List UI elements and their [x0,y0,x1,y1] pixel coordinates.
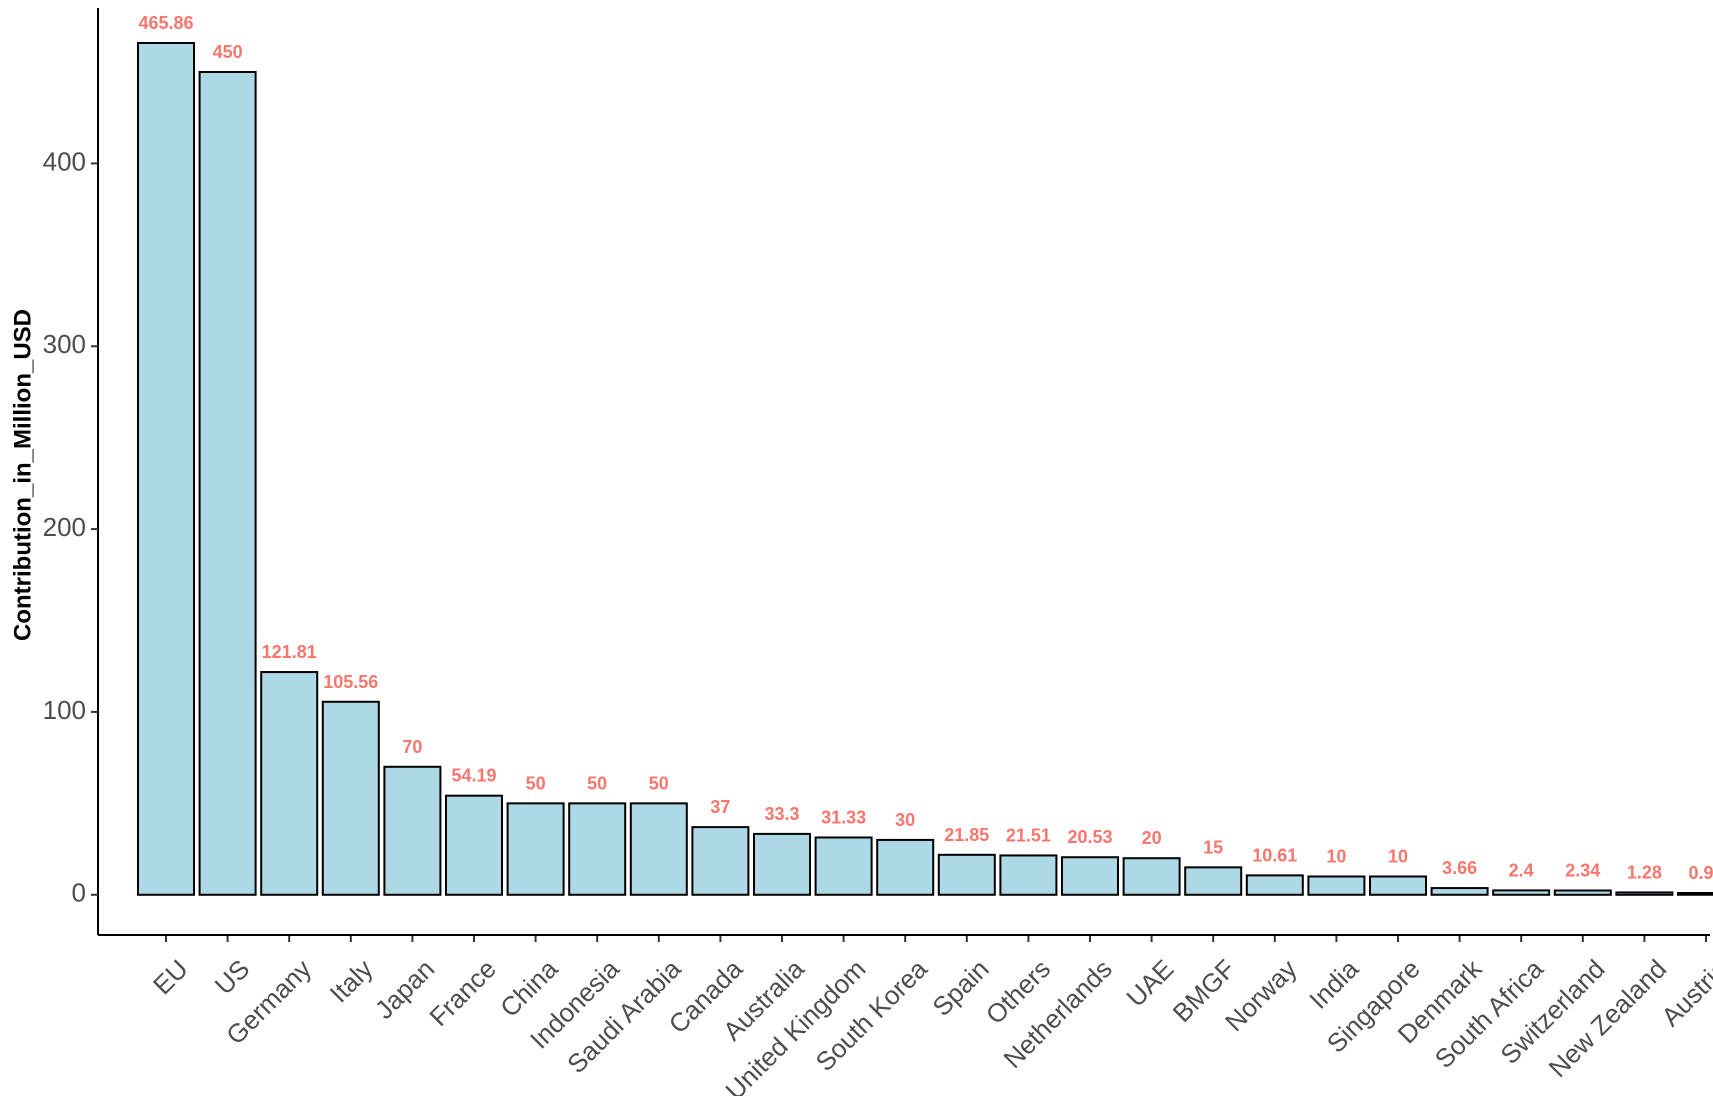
bar-netherlands [1061,856,1119,896]
bar-united-kingdom [814,836,873,896]
bars-group [137,42,1713,896]
bar-indonesia [568,802,627,896]
bar-value-label: 10 [1326,846,1346,866]
bar-new-zealand [1615,891,1674,896]
bar-germany [260,671,319,896]
bar-value-label: 121.81 [262,642,317,662]
bar-others [999,854,1058,896]
bar-canada [691,826,750,896]
bar-value-label: 70 [402,737,422,757]
bar-value-label: 3.66 [1442,858,1477,878]
bar-norway [1245,874,1304,896]
bar-value-label: 105.56 [323,672,378,692]
bar-value-label: 0.98 [1688,863,1713,883]
x-tick-label: France [423,954,501,1032]
bar-value-label: 20 [1142,828,1162,848]
bar-value-label: 450 [213,42,243,62]
bar-australia [753,832,811,896]
bar-singapore [1369,875,1427,896]
bar-japan [383,765,442,896]
bar-china [506,802,565,896]
bar-value-label: 30 [895,810,915,830]
bar-uae [1122,857,1181,896]
y-axis-label: Contribution_in_Million_USD [9,309,36,641]
x-tick-label: Austria [1655,953,1713,1032]
bar-value-label: 21.51 [1006,825,1051,845]
bar-value-label: 33.3 [764,804,799,824]
bar-value-label: 31.33 [821,807,866,827]
y-tick-label: 100 [43,695,86,725]
bar-denmark [1430,887,1489,896]
bar-value-label: 50 [526,773,546,793]
bar-austria [1677,891,1713,896]
bar-italy [321,700,380,896]
bar-switzerland [1553,889,1612,896]
bar-value-label: 15 [1203,837,1223,857]
bar-value-label: 37 [710,797,730,817]
y-tick-label: 200 [43,512,86,542]
x-tick-label: EU [147,954,194,1001]
bar-value-label: 2.34 [1565,861,1600,881]
x-tick-label: Italy [324,954,379,1009]
bar-value-label: 10.61 [1252,845,1297,865]
bar-india [1307,875,1366,896]
bar-value-label: 10 [1388,846,1408,866]
y-tick-label: 0 [72,878,86,908]
y-tick-label: 400 [43,146,86,176]
bar-value-label: 2.4 [1509,860,1534,880]
bar-south-africa [1492,889,1551,896]
bar-spain [937,853,996,896]
bar-us [198,70,257,896]
bar-france [445,794,503,896]
bar-value-label: 465.86 [138,13,193,33]
bar-value-label: 50 [587,773,607,793]
bar-value-label: 1.28 [1627,862,1662,882]
bar-bmgf [1184,866,1243,896]
bar-saudi-arabia [629,802,688,896]
bar-value-label: 54.19 [451,766,496,786]
bar-value-label: 20.53 [1067,827,1112,847]
bar-value-label: 50 [649,773,669,793]
x-tick-label: US [209,954,256,1001]
y-tick-label: 300 [43,329,86,359]
bar-value-label: 21.85 [944,825,989,845]
bar-south-korea [876,838,935,896]
bar-eu [137,42,195,896]
bar-value-labels: 465.86 450 121.81 105.56 70 54.19 50 50 50 37 33.3… [138,13,1713,883]
y-axis: 0 100 200 300 400 [43,8,99,935]
